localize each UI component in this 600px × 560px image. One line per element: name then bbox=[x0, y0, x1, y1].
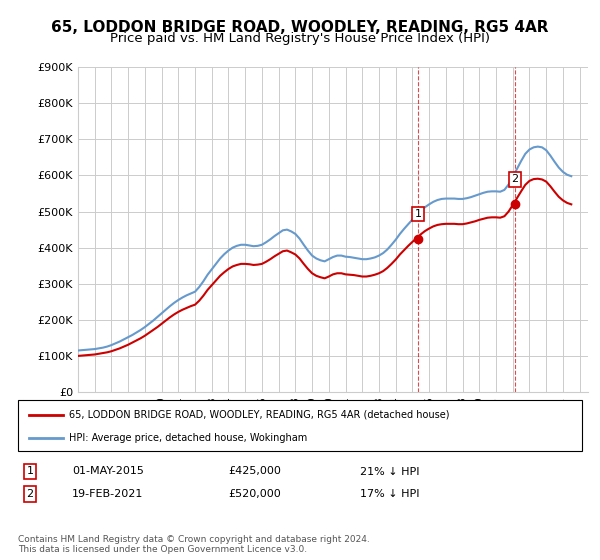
Text: Contains HM Land Registry data © Crown copyright and database right 2024.
This d: Contains HM Land Registry data © Crown c… bbox=[18, 535, 370, 554]
Text: £520,000: £520,000 bbox=[228, 489, 281, 499]
Text: 19-FEB-2021: 19-FEB-2021 bbox=[72, 489, 143, 499]
Text: £425,000: £425,000 bbox=[228, 466, 281, 477]
Text: Price paid vs. HM Land Registry's House Price Index (HPI): Price paid vs. HM Land Registry's House … bbox=[110, 32, 490, 45]
Text: 01-MAY-2015: 01-MAY-2015 bbox=[72, 466, 144, 477]
Text: 65, LODDON BRIDGE ROAD, WOODLEY, READING, RG5 4AR (detached house): 65, LODDON BRIDGE ROAD, WOODLEY, READING… bbox=[69, 409, 449, 419]
Text: 65, LODDON BRIDGE ROAD, WOODLEY, READING, RG5 4AR: 65, LODDON BRIDGE ROAD, WOODLEY, READING… bbox=[51, 20, 549, 35]
Text: 21% ↓ HPI: 21% ↓ HPI bbox=[360, 466, 419, 477]
FancyBboxPatch shape bbox=[18, 400, 582, 451]
Text: 1: 1 bbox=[26, 466, 34, 477]
Text: 1: 1 bbox=[415, 209, 421, 219]
Text: 17% ↓ HPI: 17% ↓ HPI bbox=[360, 489, 419, 499]
Text: HPI: Average price, detached house, Wokingham: HPI: Average price, detached house, Woki… bbox=[69, 433, 307, 443]
Text: 2: 2 bbox=[26, 489, 34, 499]
Text: 2: 2 bbox=[511, 175, 518, 184]
